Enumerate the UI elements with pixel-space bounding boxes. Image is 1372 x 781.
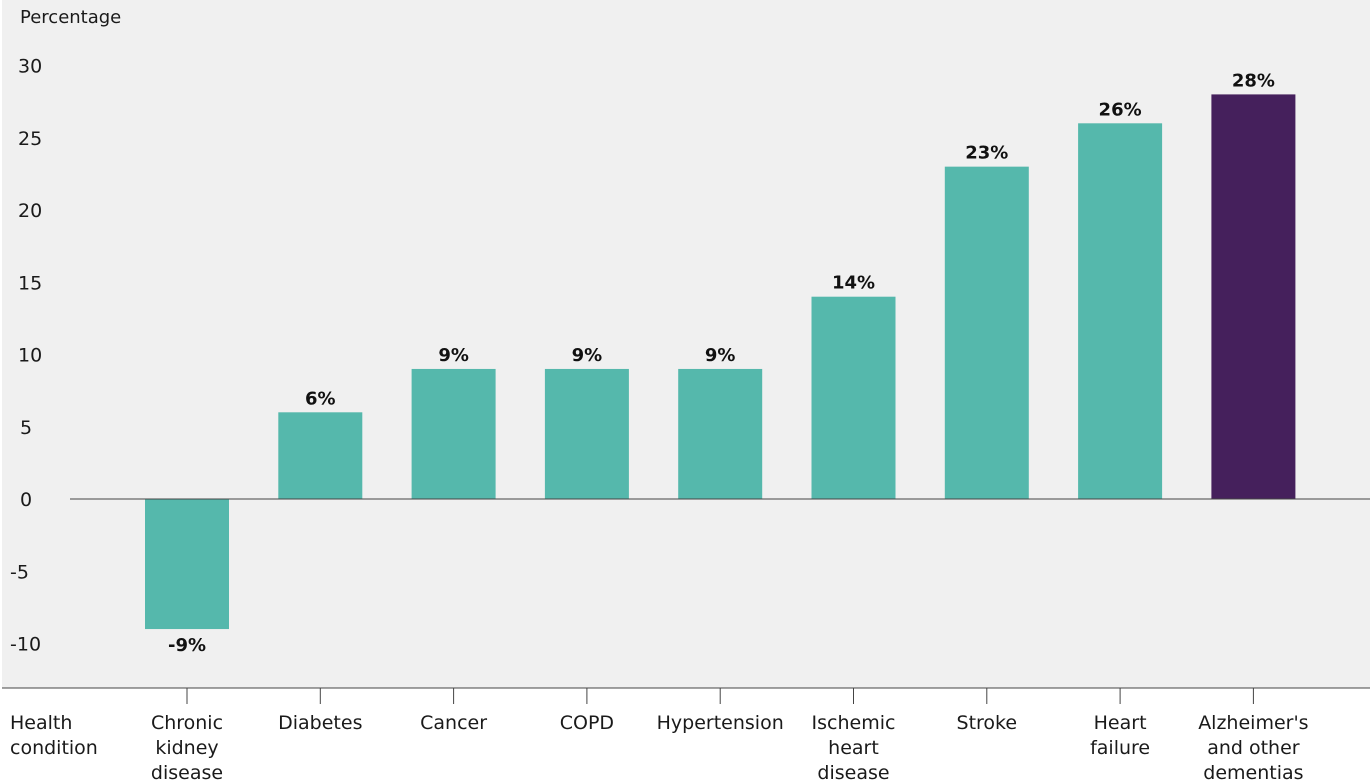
bar [944, 166, 1029, 499]
y-tick-labels: -10 -5 0 5 10 15 20 25 30 [10, 56, 42, 656]
bar [544, 368, 629, 499]
category-label: COPD [560, 712, 614, 734]
value-labels: -9% 6% 9% 9% 9% 14% 23% 26% 28% [168, 70, 1275, 656]
category-label: Hypertension [657, 712, 784, 734]
y-tick-label: 5 [20, 417, 32, 439]
category-label: Alzheimer's and other dementias [1198, 712, 1308, 781]
bar [278, 412, 363, 499]
category-label: Chronic kidney disease [151, 712, 223, 781]
value-label: 23% [965, 143, 1008, 164]
value-label: 26% [1099, 99, 1142, 120]
value-label: 6% [305, 388, 336, 409]
y-tick-label: -5 [10, 561, 29, 583]
category-label: Heart failure [1090, 712, 1150, 759]
value-label: 9% [572, 345, 603, 366]
value-label: 9% [438, 345, 469, 366]
y-tick-label: 30 [18, 56, 42, 78]
value-label: -9% [168, 635, 206, 656]
x-ticks [186, 688, 1254, 704]
bar [145, 499, 229, 630]
y-axis-title: Percentage [20, 7, 121, 28]
category-label: Ischemic heart disease [812, 712, 896, 781]
bars [145, 94, 1296, 630]
category-labels: Chronic kidney disease Diabetes Cancer COPD Hy… [151, 712, 1309, 781]
y-tick-label: 25 [18, 128, 42, 150]
x-axis-title: Health condition [10, 712, 98, 759]
value-label: 9% [705, 345, 736, 366]
y-tick-label: 15 [18, 272, 42, 294]
y-tick-label: -10 [10, 634, 41, 656]
bar [411, 368, 496, 499]
y-tick-label: 0 [20, 489, 32, 511]
y-tick-label: 10 [18, 345, 42, 367]
bar [1078, 123, 1163, 500]
bar [811, 296, 896, 499]
y-tick-label: 20 [18, 200, 42, 222]
bar [678, 368, 763, 499]
value-label: 28% [1232, 70, 1275, 91]
category-label: Diabetes [278, 712, 362, 734]
category-label: Stroke [957, 712, 1018, 734]
value-label: 14% [832, 273, 875, 294]
bar [1211, 94, 1296, 500]
category-label: Cancer [420, 712, 487, 734]
